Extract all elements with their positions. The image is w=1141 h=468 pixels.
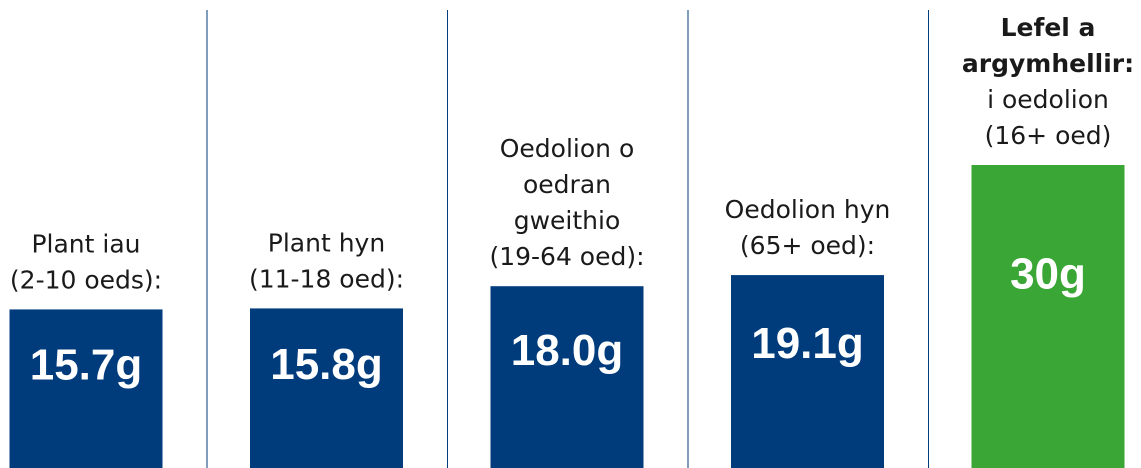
category-label: argymhellir: bbox=[962, 49, 1134, 78]
category-label: Plant iau bbox=[31, 229, 140, 258]
bar bbox=[9, 309, 163, 468]
bar bbox=[731, 275, 884, 468]
bar bbox=[490, 286, 644, 468]
bar bbox=[971, 165, 1125, 468]
category-label: (2-10 oeds): bbox=[10, 265, 162, 294]
category-label: oedran bbox=[523, 170, 611, 199]
category-label: (16+ oed) bbox=[985, 121, 1112, 150]
category-label: (65+ oed): bbox=[740, 231, 875, 260]
value-label: 19.1g bbox=[751, 319, 864, 368]
category-label: Oedolion o bbox=[500, 134, 635, 163]
value-label: 30g bbox=[1010, 250, 1086, 299]
value-label: 15.8g bbox=[270, 340, 383, 389]
category-label: Oedolion hyn bbox=[725, 195, 891, 224]
value-label: 15.7g bbox=[30, 341, 143, 390]
category-label: Plant hyn bbox=[268, 228, 385, 257]
bar bbox=[250, 308, 403, 468]
value-label: 18.0g bbox=[511, 326, 624, 375]
category-label: gweithio bbox=[514, 206, 621, 235]
category-label: (19-64 oed): bbox=[489, 242, 644, 271]
category-label: i oedolion bbox=[987, 85, 1109, 114]
category-label: (11-18 oed): bbox=[249, 264, 404, 293]
category-label: Lefel a bbox=[1001, 13, 1096, 42]
